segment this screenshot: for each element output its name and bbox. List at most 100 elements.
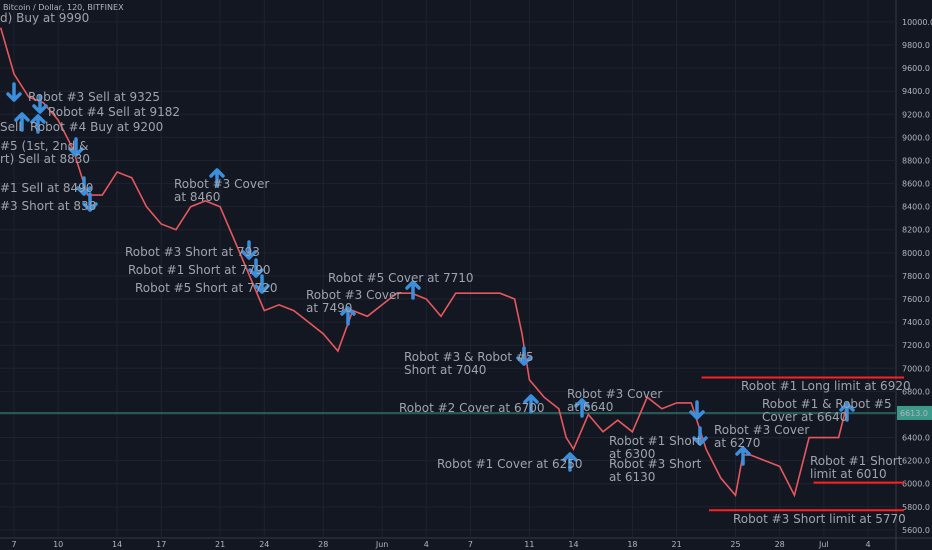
- annotation: at 6270: [714, 436, 760, 450]
- arrow: [689, 400, 705, 420]
- arrow: [405, 280, 421, 300]
- arrow: [735, 446, 751, 466]
- annotation: Robot #3 Short limit at 5770: [733, 512, 906, 526]
- arrow: [692, 426, 708, 446]
- annotation: Short at 7040: [404, 363, 486, 377]
- annotation: Robot #1 Short at 7790: [128, 263, 271, 277]
- annotation: Robot #2 Cover at 6700: [399, 401, 545, 415]
- y-tick-label: 10000.0: [902, 18, 932, 27]
- arrow: [248, 258, 264, 278]
- arrow: [562, 452, 578, 472]
- annotation: #1 Sell at 8490: [0, 181, 93, 195]
- arrow: [523, 394, 539, 414]
- annotation: Robot #1 Short: [810, 454, 903, 468]
- annotation: at 6130: [609, 470, 655, 484]
- annotation: Robot #1 Cover at 6250: [437, 457, 583, 471]
- x-tick-label: 11: [524, 540, 534, 549]
- y-tick-label: 8200.0: [902, 226, 930, 235]
- x-tick-label: 18: [627, 540, 637, 549]
- price-line: [0, 27, 847, 498]
- x-tick-label: Jul: [818, 540, 829, 549]
- annotation: #3 Short at 838: [0, 199, 96, 213]
- arrow: [6, 82, 22, 102]
- y-tick-label: 6200.0: [902, 457, 930, 466]
- y-tick-label: 7600.0: [902, 295, 930, 304]
- x-tick-label: 24: [259, 540, 269, 549]
- x-tick-label: 21: [215, 540, 225, 549]
- annotation: rt) Sell at 8830: [0, 152, 90, 166]
- arrow: [839, 402, 855, 422]
- annotation: Robot #3 Cover: [714, 423, 809, 437]
- x-tick-label: 21: [672, 540, 682, 549]
- arrow: [340, 306, 356, 326]
- annotation: Robot #4 Sell at 9182: [48, 105, 180, 119]
- annotation: at 7490: [306, 301, 352, 315]
- annotation: Robot #1 Short: [609, 434, 702, 448]
- arrow: [574, 398, 590, 418]
- annotation: Sell: [0, 120, 22, 134]
- y-tick-label: 7800.0: [902, 272, 930, 281]
- y-tick-label: 7200.0: [902, 341, 930, 350]
- x-tick-label: 4: [424, 540, 429, 549]
- arrow: [254, 274, 270, 294]
- x-tick-label: 14: [568, 540, 578, 549]
- y-tick-label: 9600.0: [902, 64, 930, 73]
- annotation: at 6640: [567, 400, 613, 414]
- y-tick-label: 8000.0: [902, 249, 930, 258]
- annotation: Robot #1 & Robot #5: [762, 397, 892, 411]
- annotation: Robot #3 Cover: [567, 387, 662, 401]
- x-tick-label: 10: [53, 540, 63, 549]
- annotation: Robot #1 Long limit at 6920: [741, 379, 911, 393]
- y-tick-label: 6000.0: [902, 480, 930, 489]
- annotation: Robot #3 Cover: [174, 177, 269, 191]
- y-tick-label: 7400.0: [902, 318, 930, 327]
- arrow: [516, 346, 532, 366]
- y-tick-label: 5600.0: [902, 526, 930, 535]
- arrow: [30, 114, 46, 134]
- annotation: at 6300: [609, 447, 655, 461]
- x-tick-label: 28: [318, 540, 328, 549]
- arrow: [14, 112, 30, 132]
- arrow: [82, 192, 98, 212]
- annotation: Robot #5 Short at 7720: [135, 281, 278, 295]
- arrow: [76, 176, 92, 196]
- y-tick-label: 6800.0: [902, 387, 930, 396]
- last-price-label: 6613.0: [900, 409, 928, 418]
- y-tick-label: 8800.0: [902, 156, 930, 165]
- arrow: [68, 137, 84, 157]
- last-price-tag: [897, 405, 932, 420]
- y-tick-label: 9200.0: [902, 110, 930, 119]
- annotation: Robot #5 Cover at 7710: [328, 271, 474, 285]
- annotation: at 8460: [174, 190, 220, 204]
- chart-title: Bitcoin / Dollar, 120, BITFINEX: [3, 3, 124, 12]
- annotation: Robot #3 Short at 793: [125, 245, 260, 259]
- y-tick-label: 5800.0: [902, 503, 930, 512]
- x-tick-label: 25: [730, 540, 740, 549]
- annotation: Robot #3 Sell at 9325: [28, 90, 160, 104]
- y-tick-label: 9000.0: [902, 133, 930, 142]
- x-tick-label: 28: [775, 540, 785, 549]
- arrow: [32, 94, 48, 114]
- x-tick-label: 14: [112, 540, 122, 549]
- arrow: [241, 240, 257, 260]
- y-tick-label: 8400.0: [902, 203, 930, 212]
- annotation: Robot #3 & Robot #5: [404, 350, 534, 364]
- y-tick-label: 8600.0: [902, 180, 930, 189]
- annotation: d) Buy at 9990: [0, 11, 89, 25]
- y-tick-label: 6400.0: [902, 434, 930, 443]
- arrow: [209, 168, 225, 188]
- annotation: Robot #3 Short: [609, 457, 702, 471]
- x-tick-label: Jun: [375, 540, 389, 549]
- x-tick-label: 4: [865, 540, 870, 549]
- y-tick-label: 9800.0: [902, 41, 930, 50]
- annotation: Cover at 6640: [762, 410, 847, 424]
- y-tick-label: 7000.0: [902, 364, 930, 373]
- x-tick-label: 17: [156, 540, 166, 549]
- annotation: Robot #3 Cover: [306, 288, 401, 302]
- annotation: limit at 6010: [810, 467, 887, 481]
- x-tick-label: 7: [468, 540, 473, 549]
- x-tick-label: 7: [11, 540, 16, 549]
- y-tick-label: 9400.0: [902, 87, 930, 96]
- annotation: #5 (1st, 2nd &: [0, 139, 88, 153]
